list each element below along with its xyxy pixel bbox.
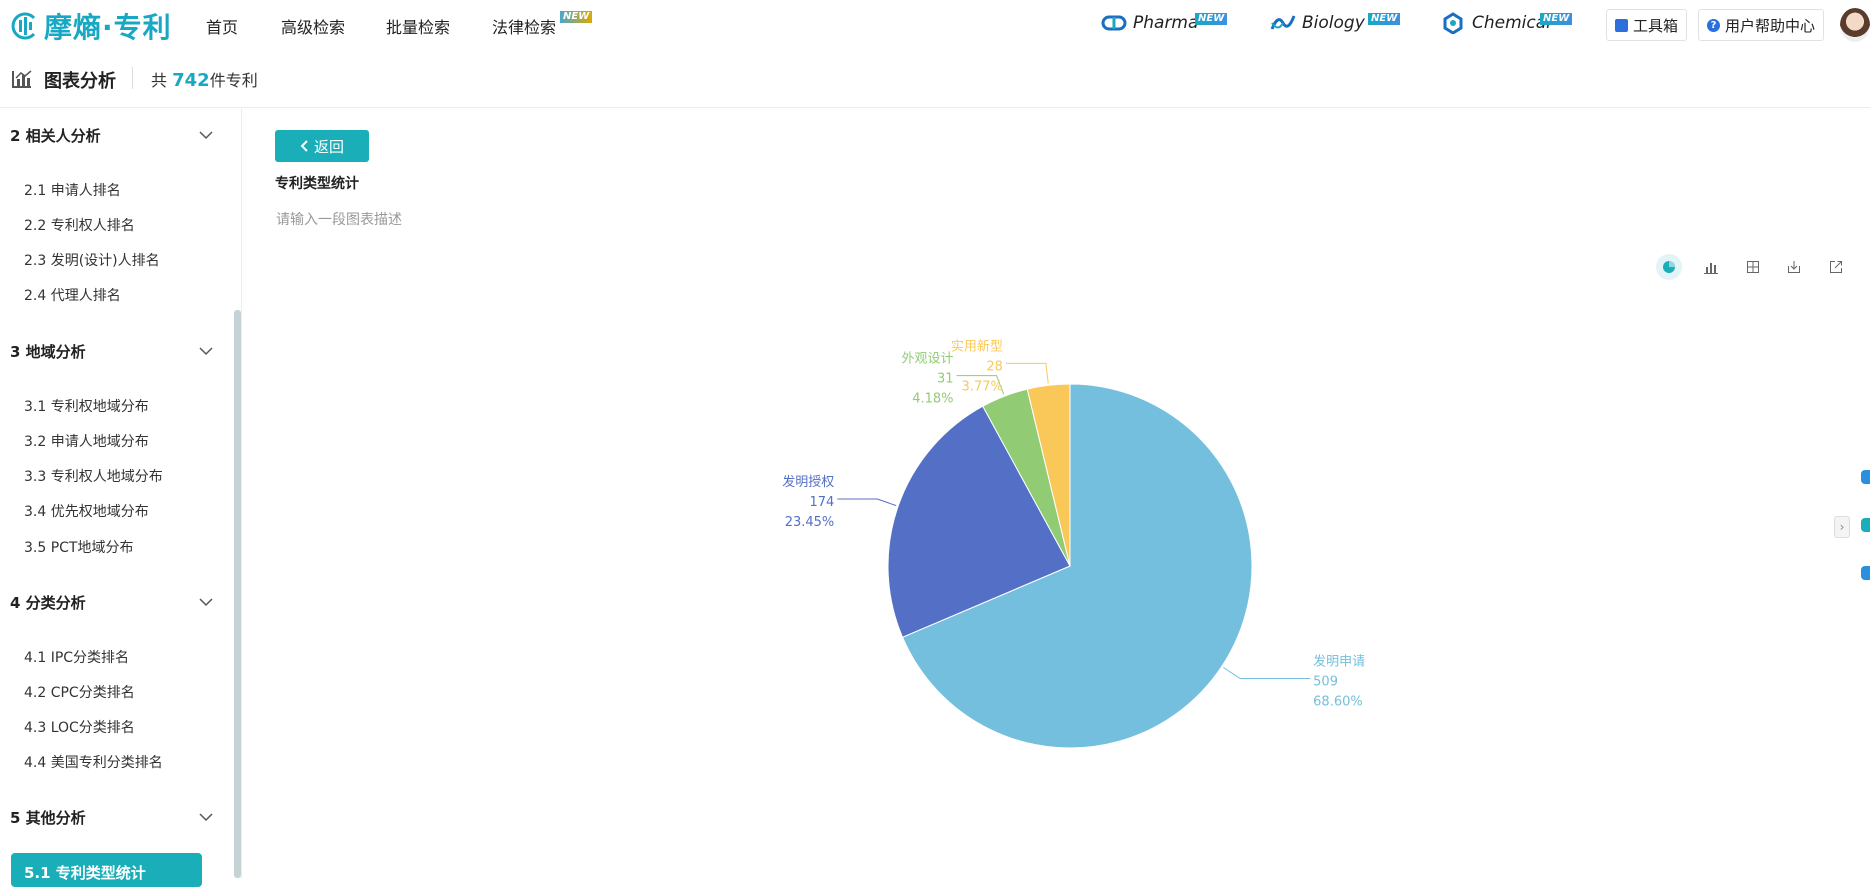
divider [132,67,133,89]
analysis-sidebar: 2 相关人分析 2.1 申请人排名 2.2 专利权人排名 2.3 发明(设计)人… [0,109,242,878]
biology-icon [1270,15,1296,30]
chart-title: 专利类型统计 [275,176,359,192]
nav-home[interactable]: 首页 [206,18,239,37]
slice-label-value: 31 [937,372,954,387]
slice-label-name: 发明申请 [1313,654,1365,670]
sidebar-scrollbar[interactable] [234,310,241,878]
product-chemical-label: Chemical [1472,13,1551,33]
sidebar-item-us-class-ranking[interactable]: 4.4 美国专利分类排名 [24,755,163,771]
product-biology[interactable]: Biology [1270,12,1365,34]
patent-count: 共 742件专利 [151,70,258,91]
chemical-icon [1443,12,1463,34]
new-badge: NEW [1368,13,1401,25]
chevron-down-icon[interactable] [198,597,214,607]
label-leader-line [837,498,897,507]
section-header-classification[interactable]: 4 分类分析 [10,594,86,612]
user-avatar[interactable] [1840,8,1870,42]
slice-label-value: 28 [986,359,1003,374]
download-button[interactable] [1781,254,1807,280]
pie-chart-icon [1663,261,1675,273]
chevron-down-icon[interactable] [198,346,214,356]
page-title: 图表分析 [44,71,116,92]
chat-icon[interactable] [1861,566,1870,580]
page-header: 图表分析 共 742件专利 [0,56,1870,108]
pharma-icon [1101,15,1127,31]
sidebar-item-agent-ranking[interactable]: 2.4 代理人排名 [24,288,121,304]
sidebar-item-patentee-region[interactable]: 3.3 专利权人地域分布 [24,469,163,485]
table-icon [1747,261,1759,273]
slice-invention-grant[interactable] [887,405,1071,638]
sidebar-item-loc-ranking[interactable]: 4.3 LOC分类排名 [24,720,135,736]
collapse-panel-button[interactable]: › [1834,516,1850,538]
question-icon: ? [1707,18,1720,32]
section-header-other[interactable]: 5 其他分析 [10,809,86,827]
export-button[interactable] [1823,254,1849,280]
table-button[interactable] [1740,254,1766,280]
chevron-down-icon[interactable] [198,812,214,822]
chevron-down-icon[interactable] [198,130,214,140]
sidebar-item-applicant-region[interactable]: 3.2 申请人地域分布 [24,434,149,450]
new-badge: NEW [1540,13,1573,25]
logo-icon [11,12,36,40]
product-chemical[interactable]: Chemical [1440,12,1551,34]
new-badge: NEW [560,11,593,23]
export-icon [1830,261,1842,273]
product-pharma-label: Pharma [1133,13,1199,33]
label-leader-line [1223,667,1311,680]
brand-logo[interactable]: 摩熵·专利 [8,6,172,46]
pie-chart-button[interactable] [1656,254,1682,280]
section-header-region[interactable]: 3 地域分析 [10,343,86,361]
nav-legal-search[interactable]: 法律检索 [492,18,557,37]
product-pharma[interactable]: Pharma [1101,12,1198,34]
sidebar-item-priority-region[interactable]: 3.4 优先权地域分布 [24,504,149,520]
label-leader-line [1005,362,1049,384]
label-leader-line [956,375,1005,395]
sidebar-item-cpc-ranking[interactable]: 4.2 CPC分类排名 [24,685,135,701]
slice-label-percent: 68.60% [1313,695,1363,710]
back-label: 返回 [313,137,344,156]
slice-label-percent: 3.77% [962,379,1003,394]
slice-label-value: 174 [809,495,834,510]
nav-advanced-search[interactable]: 高级检索 [281,18,346,37]
help-center-button[interactable]: ? 用户帮助中心 [1698,9,1825,41]
chevron-left-icon [300,140,308,152]
chart-description[interactable]: 请输入一段图表描述 [276,212,402,228]
sidebar-item-ipc-ranking[interactable]: 4.1 IPC分类排名 [24,650,130,666]
slice-utility-model[interactable] [1026,383,1071,567]
sidebar-item-patentee-ranking[interactable]: 2.2 专利权人排名 [24,218,135,234]
patent-type-pie-chart: 发明申请 509 68.60% 发明授权 174 23.45% 外观设计 31 4.18% 实用新… [782,338,1365,749]
phone-icon[interactable] [1861,518,1870,532]
sidebar-item-pct-region[interactable]: 3.5 PCT地域分布 [24,540,134,556]
bar-chart-button[interactable] [1698,254,1724,280]
back-button[interactable]: 返回 [275,130,369,162]
new-badge: NEW [1195,13,1228,25]
nav-batch-search[interactable]: 批量检索 [386,18,451,37]
toolbox-button[interactable]: 工具箱 [1606,9,1688,41]
slice-label-name: 发明授权 [782,474,834,490]
slice-label-name: 外观设计 [902,352,954,367]
slice-invention-application[interactable] [901,383,1253,749]
bar-chart-icon [1704,263,1718,274]
toolbox-label: 工具箱 [1633,16,1679,35]
sidebar-item-patent-region[interactable]: 3.1 专利权地域分布 [24,399,149,415]
slice-label-name: 实用新型 [951,338,1003,354]
briefcase-icon [1615,18,1628,32]
help-center-label: 用户帮助中心 [1725,16,1816,35]
download-icon [1788,261,1800,273]
brand-name: 摩熵·专利 [44,11,172,44]
sidebar-item-patent-type-stats[interactable]: 5.1 专利类型统计 [11,853,202,887]
section-header-related-parties[interactable]: 2 相关人分析 [10,127,101,145]
top-navigation-bar: 摩熵·专利 首页 高级检索 批量检索 法律检索 NEW Pharma NEW B… [0,0,1870,50]
slice-label-percent: 23.45% [785,515,835,530]
sidebar-item-inventor-ranking[interactable]: 2.3 发明(设计)人排名 [24,253,160,269]
product-biology-label: Biology [1302,13,1365,33]
slice-label-percent: 4.18% [912,392,953,407]
analytics-chart-icon [12,70,32,88]
sidebar-item-applicant-ranking[interactable]: 2.1 申请人排名 [24,183,121,199]
slice-label-value: 509 [1313,675,1338,690]
feedback-icon[interactable] [1861,470,1870,484]
